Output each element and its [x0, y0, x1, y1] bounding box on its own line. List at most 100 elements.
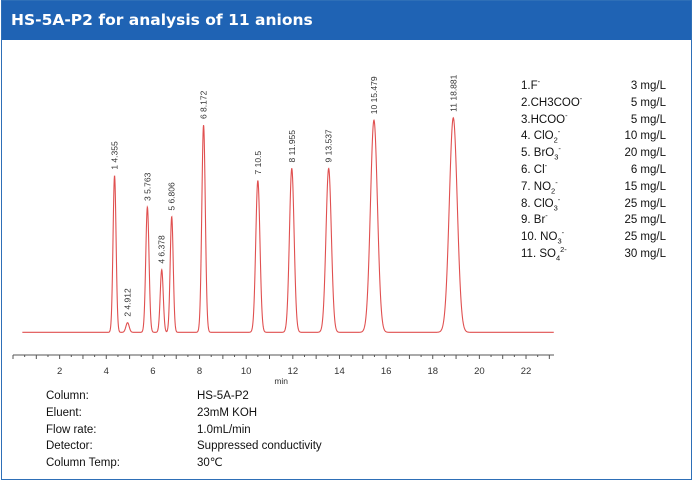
figure-title: HS-5A-P2 for analysis of 11 anions — [2, 1, 691, 40]
ion-name: 4. ClO — [521, 130, 554, 143]
condition-row: Detector: Suppressed conductivity — [46, 438, 366, 455]
peak-label-11: 11 18.881 — [448, 74, 458, 111]
condition-key: Column Temp: — [46, 457, 120, 470]
legend-item: 4. ClO2- 10 mg/L — [521, 128, 666, 145]
ion-concentration: 30 mg/L — [624, 247, 666, 260]
ion-charge: - — [561, 228, 565, 238]
legend-ion: 10. NO3- — [521, 229, 564, 246]
condition-row: Column Temp: 30℃ — [46, 455, 366, 472]
condition-key: Flow rate: — [46, 423, 97, 436]
ion-subscript: 3 — [553, 202, 558, 212]
ion-charge: - — [537, 77, 541, 87]
legend-ion: 2.CH3COO- — [521, 95, 582, 112]
legend-ion: 6. Cl- — [521, 162, 547, 179]
condition-row: Flow rate: 1.0mL/min — [46, 422, 366, 439]
condition-value: Suppressed conductivity — [197, 440, 322, 453]
legend-item: 3.HCOO- 5 mg/L — [521, 112, 666, 129]
ion-charge: - — [557, 127, 561, 137]
peak-label-10: 10 15.479 — [369, 76, 379, 114]
legend-item: 2.CH3COO- 5 mg/L — [521, 95, 666, 112]
method-conditions: Column: HS-5A-P2 Eluent: 23mM KOH Flow rate:… — [46, 388, 366, 472]
condition-value: HS-5A-P2 — [197, 390, 249, 402]
ion-charge: - — [565, 110, 568, 120]
x-tick-label: 22 — [521, 366, 532, 377]
ion-name: 8. ClO — [521, 197, 554, 210]
legend-item: 11. SO42- 30 mg/L — [521, 246, 666, 263]
ion-concentration: 25 mg/L — [624, 231, 666, 244]
peak-label-9: 9 13.537 — [324, 129, 334, 162]
x-axis-title: min — [274, 376, 288, 386]
peak-label-6: 6 8.172 — [199, 90, 209, 119]
x-tick-label: 10 — [241, 366, 252, 377]
legend-item: 7. NO2- 15 mg/L — [521, 179, 666, 196]
peak-label-5: 5 6.806 — [167, 182, 177, 211]
x-tick-label: 2 — [57, 366, 62, 377]
ion-name: 3.HCOO — [521, 113, 566, 126]
ion-name: 5. BrO — [521, 147, 555, 160]
legend-ion: 9. Br- — [521, 212, 548, 229]
ion-name: 6. Cl — [521, 163, 545, 176]
ion-concentration: 5 mg/L — [630, 113, 666, 126]
ion-concentration: 25 mg/L — [624, 197, 666, 210]
legend-ion: 11. SO42- — [521, 246, 567, 263]
x-tick-label: 14 — [334, 366, 345, 377]
ion-subscript: 3 — [557, 236, 562, 246]
x-tick-label: 16 — [381, 366, 392, 377]
condition-key: Eluent: — [46, 406, 82, 419]
peak-label-1: 1 4.355 — [110, 141, 120, 170]
condition-value: 30℃ — [197, 457, 223, 470]
legend-ion: 8. ClO3- — [521, 196, 560, 213]
x-tick-label: 4 — [104, 366, 109, 377]
ion-concentration: 3 mg/L — [630, 80, 666, 92]
ion-concentration: 25 mg/L — [624, 214, 666, 227]
ion-subscript: 2 — [551, 186, 556, 196]
ion-concentration: 20 mg/L — [624, 147, 666, 160]
ion-subscript: 3 — [554, 152, 559, 162]
legend-item: 9. Br- 25 mg/L — [521, 212, 666, 229]
legend-ion: 4. ClO2- — [521, 128, 560, 145]
ion-name: 1.F — [521, 80, 538, 92]
x-tick-label: 12 — [288, 366, 299, 377]
peak-label-4: 4 6.378 — [157, 235, 167, 264]
ion-charge: - — [557, 194, 561, 204]
peak-label-7: 7 10.5 — [253, 151, 263, 175]
ion-name: 11. SO — [521, 247, 556, 260]
peak-label-2: 2 4.912 — [123, 288, 133, 317]
ion-charge: - — [545, 211, 548, 221]
legend-ion: 5. BrO3- — [521, 145, 561, 162]
peak-label-8: 8 11.955 — [287, 130, 297, 163]
legend-item: 1.F- 3 mg/L — [521, 78, 666, 95]
chromatogram-trace — [22, 116, 554, 333]
ion-charge: - — [579, 93, 583, 103]
ion-charge: - — [544, 161, 548, 171]
condition-value: 1.0mL/min — [197, 423, 251, 436]
condition-key: Column: — [46, 390, 89, 402]
ion-charge: - — [555, 177, 558, 187]
legend-ion: 3.HCOO- — [521, 112, 568, 129]
ion-name: 10. NO — [521, 231, 558, 244]
legend-ion: 7. NO2- — [521, 179, 558, 196]
ion-concentration: 15 mg/L — [624, 180, 666, 193]
condition-row: Column: HS-5A-P2 — [46, 388, 366, 405]
condition-key: Detector: — [46, 440, 93, 453]
condition-value: 23mM KOH — [197, 406, 258, 419]
x-tick-label: 20 — [474, 366, 485, 377]
ion-subscript: 4 — [555, 253, 561, 263]
x-tick-label: 18 — [427, 366, 438, 377]
x-tick-label: 8 — [197, 366, 202, 377]
ion-name: 2.CH3COO — [521, 96, 580, 109]
peak-label-3: 3 5.763 — [142, 172, 152, 201]
legend-item: 6. Cl- 6 mg/L — [521, 162, 666, 179]
legend-item: 5. BrO3- 20 mg/L — [521, 145, 666, 162]
ion-charge: 2- — [560, 245, 567, 255]
anion-legend: 1.F- 3 mg/L 2.CH3COO- 5 mg/L 3.HCOO- 5 mg/L 4.… — [521, 78, 666, 263]
ion-concentration: 10 mg/L — [624, 130, 666, 143]
legend-item: 10. NO3- 25 mg/L — [521, 229, 666, 246]
ion-name: 9. Br — [521, 214, 546, 227]
x-tick-label: 6 — [150, 366, 155, 377]
condition-row: Eluent: 23mM KOH — [46, 405, 366, 422]
legend-item: 8. ClO3- 25 mg/L — [521, 196, 666, 213]
ion-name: 7. NO — [521, 180, 552, 193]
